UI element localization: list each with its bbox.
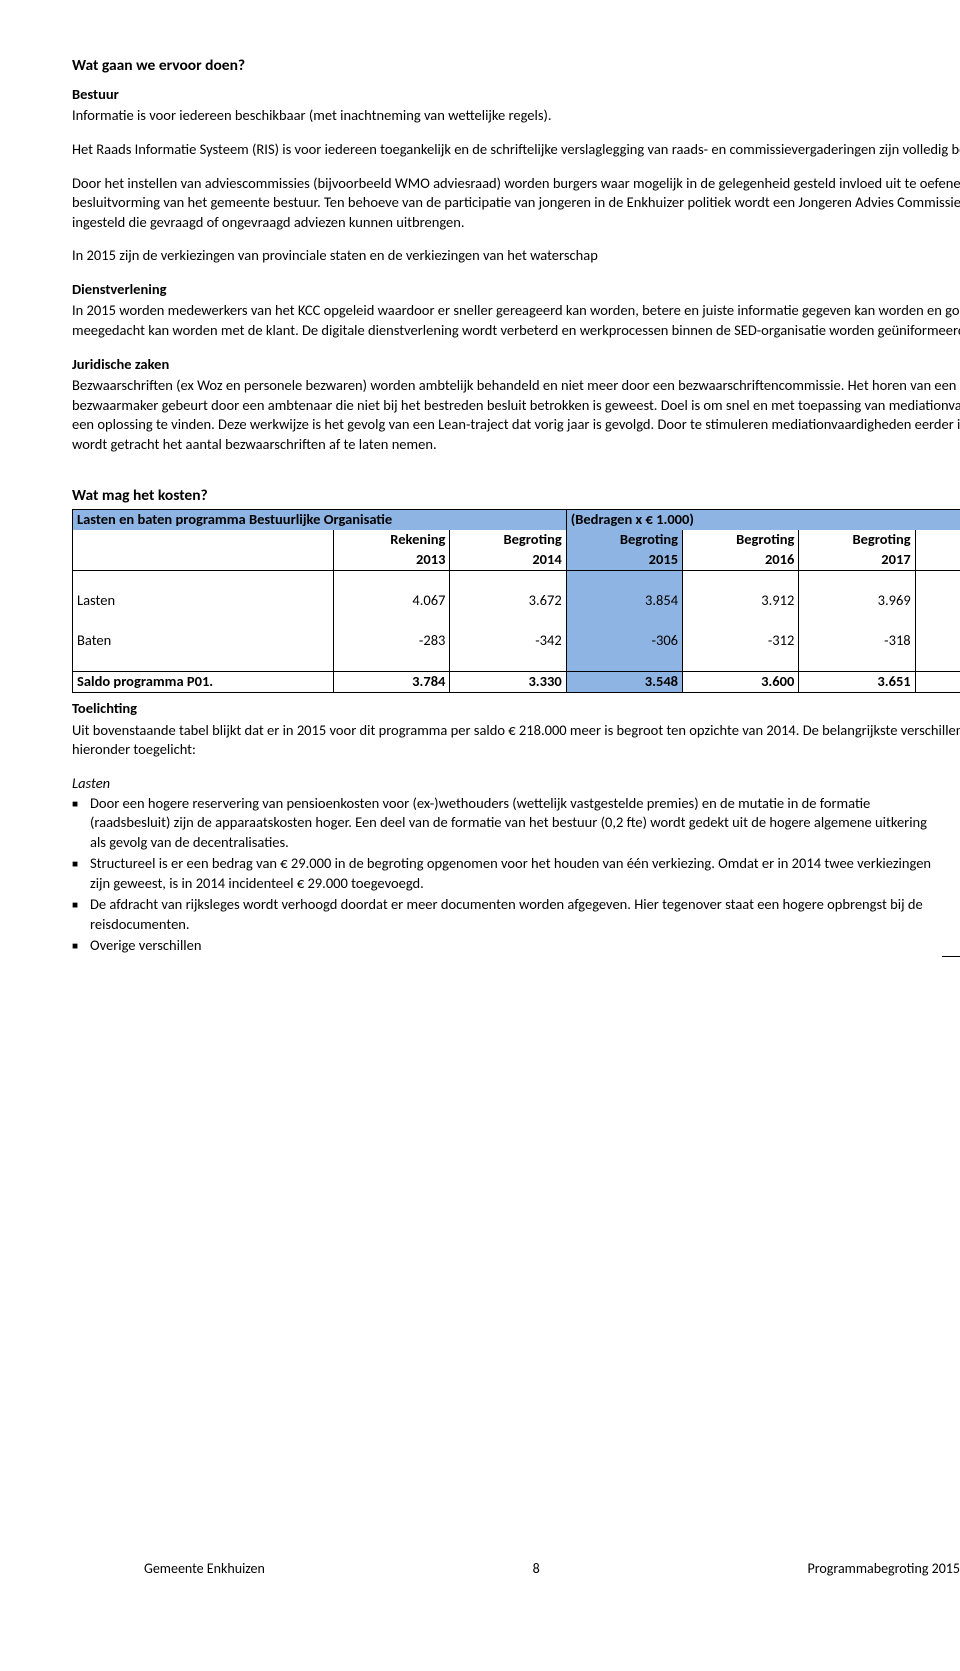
lasten-bullets: ■ Door een hogere reservering van pensio… [72, 794, 960, 979]
table-header-row2: 2013 2014 2015 2016 2017 2018 [73, 550, 960, 571]
footer-center: 8 [533, 1560, 540, 1579]
bullet-text-3: De afdracht van rijksleges wordt verhoog… [90, 895, 942, 934]
bullet-item-4: ■ Overige verschillen 17.000 [72, 936, 960, 957]
cell-saldo-2013: 3.784 [334, 672, 450, 693]
page-footer: Gemeente Enkhuizen 8 Programmabegroting … [144, 1560, 960, 1579]
bullet-mark-icon: ■ [72, 854, 90, 874]
kosten-heading: Wat mag het kosten? [72, 486, 960, 507]
bullet-mark-icon: ■ [72, 936, 90, 956]
lasten-label: Lasten [72, 774, 942, 794]
table-title-right: (Bedragen x € 1.000) [571, 510, 694, 528]
cell-lasten-2017: 3.969 [799, 591, 915, 611]
footer-right: Programmabegroting 2015 [808, 1560, 960, 1579]
cell-saldo-2018: 3.702 [915, 672, 960, 693]
bullet-amount-1: -/-208.000 [942, 794, 960, 814]
hdr-begroting-4: Begroting [799, 530, 915, 550]
bullet-text-4: Overige verschillen [90, 936, 942, 956]
bullet-amount-3: -/-20.000 [942, 895, 960, 915]
hdr-rekening: Rekening [334, 530, 450, 550]
juridisch-p: Bezwaarschriften (ex Woz en personele be… [72, 376, 960, 454]
bullet-text-1: Door een hogere reservering van pensioen… [90, 794, 942, 853]
cell-lasten-label: Lasten [73, 591, 334, 611]
hdr-begroting-3: Begroting [683, 530, 799, 550]
cell-lasten-2015: 3.854 [566, 591, 682, 611]
bullet-item-2: ■ Structureel is er een bedrag van € 29.… [72, 854, 960, 893]
hdr-2013: 2013 [334, 550, 450, 571]
bestuur-p3: Door het instellen van adviescommissies … [72, 174, 960, 233]
row-baten: Baten -283 -342 -306 -312 -318 -324 [73, 631, 960, 651]
bestuur-p1: Informatie is voor iedereen beschikbaar … [72, 106, 960, 126]
cell-baten-label: Baten [73, 631, 334, 651]
bullet-mark-icon: ■ [72, 794, 90, 814]
cell-saldo-2015: 3.548 [566, 672, 682, 693]
bullet-text-2: Structureel is er een bedrag van € 29.00… [90, 854, 942, 893]
bullet-item-3: ■ De afdracht van rijksleges wordt verho… [72, 895, 960, 934]
hdr-2014: 2014 [450, 550, 566, 571]
hdr-2016: 2016 [683, 550, 799, 571]
hdr-2017: 2017 [799, 550, 915, 571]
bullet-total: -/-182.000 [942, 959, 960, 979]
cell-lasten-2018: 4.026 [915, 591, 960, 611]
cell-baten-2013: -283 [334, 631, 450, 651]
euro-label: Euro's [942, 774, 960, 794]
main-heading: Wat gaan we ervoor doen? [72, 56, 960, 77]
bestuur-heading: Bestuur [72, 85, 960, 105]
cell-baten-2016: -312 [683, 631, 799, 651]
bullet-total-row: -/-182.000 [72, 959, 960, 979]
row-saldo: Saldo programma P01. 3.784 3.330 3.548 3… [73, 672, 960, 693]
cell-baten-2017: -318 [799, 631, 915, 651]
toelichting-heading: Toelichting [72, 699, 960, 719]
cell-baten-2014: -342 [450, 631, 566, 651]
table-title-row: Lasten en baten programma Bestuurlijke O… [73, 510, 960, 531]
footer-left: Gemeente Enkhuizen [144, 1560, 265, 1579]
cell-saldo-2017: 3.651 [799, 672, 915, 693]
bullet-mark-icon: ■ [72, 895, 90, 915]
cell-lasten-2013: 4.067 [334, 591, 450, 611]
hdr-begroting-5: Begroting [915, 530, 960, 550]
bestuur-p4: In 2015 zijn de verkiezingen van provinc… [72, 246, 960, 266]
cell-saldo-2016: 3.600 [683, 672, 799, 693]
finance-table: Lasten en baten programma Bestuurlijke O… [72, 509, 960, 693]
hdr-2018: 2018 [915, 550, 960, 571]
bullet-item-1: ■ Door een hogere reservering van pensio… [72, 794, 960, 853]
table-title-left: Lasten en baten programma Bestuurlijke O… [77, 510, 392, 528]
cell-saldo-2014: 3.330 [450, 672, 566, 693]
hdr-2015: 2015 [566, 550, 682, 571]
cell-baten-2015: -306 [566, 631, 682, 651]
juridisch-heading: Juridische zaken [72, 355, 960, 375]
cell-baten-2018: -324 [915, 631, 960, 651]
bestuur-p2: Het Raads Informatie Systeem (RIS) is vo… [72, 140, 960, 160]
toelichting-p: Uit bovenstaande tabel blijkt dat er in … [72, 721, 960, 760]
bullet-amount-2: 29.000 [942, 854, 960, 874]
cell-saldo-label: Saldo programma P01. [73, 672, 334, 693]
hdr-begroting-1: Begroting [450, 530, 566, 550]
cell-lasten-2016: 3.912 [683, 591, 799, 611]
cell-lasten-2014: 3.672 [450, 591, 566, 611]
table-header-row1: Rekening Begroting Begroting Begroting B… [73, 530, 960, 550]
hdr-begroting-2: Begroting [566, 530, 682, 550]
dienst-heading: Dienstverlening [72, 280, 960, 300]
row-lasten: Lasten 4.067 3.672 3.854 3.912 3.969 4.0… [73, 591, 960, 611]
dienst-p: In 2015 worden medewerkers van het KCC o… [72, 301, 960, 340]
bullet-amount-4: 17.000 [942, 936, 960, 957]
lasten-euro-header: Lasten Euro's [72, 774, 960, 794]
